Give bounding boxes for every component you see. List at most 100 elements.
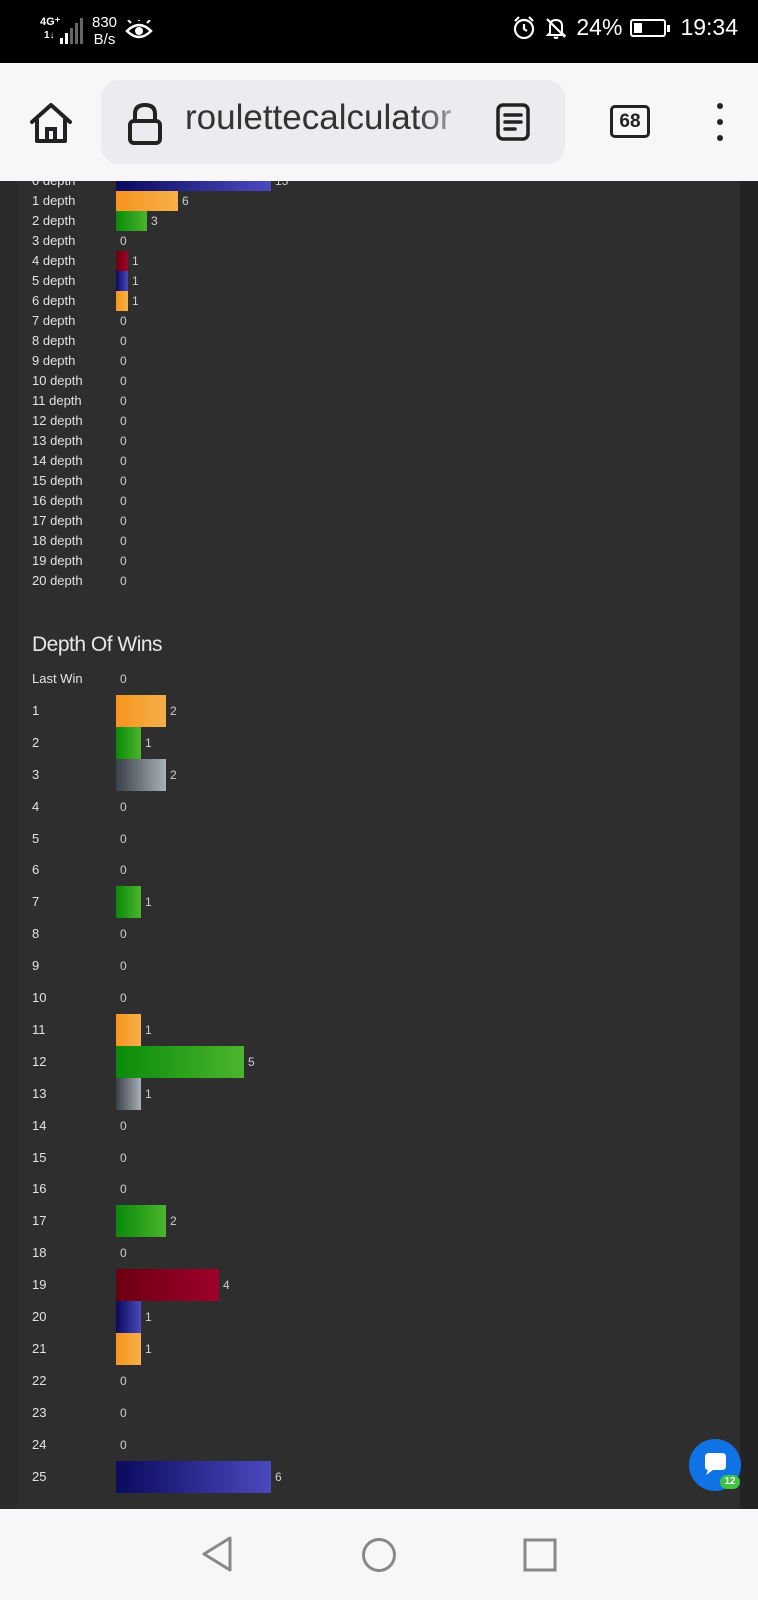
bar-value: 1 xyxy=(145,1086,152,1101)
reader-mode-icon[interactable] xyxy=(495,102,531,142)
bar-value: 0 xyxy=(120,1182,127,1197)
bar-value: 0 xyxy=(120,1118,127,1133)
bar-value: 2 xyxy=(170,1214,177,1229)
bar xyxy=(116,1205,166,1238)
row-label: 19 xyxy=(32,1277,47,1293)
bar xyxy=(116,271,128,291)
tab-switcher-button[interactable]: 68 xyxy=(610,105,650,138)
row-label: 19 depth xyxy=(32,553,83,568)
row-label: 4 xyxy=(32,798,40,814)
row-label: 9 xyxy=(32,958,40,974)
signal-bars-icon xyxy=(60,18,84,44)
row-label: 0 depth xyxy=(32,181,75,191)
row-label: 3 xyxy=(32,766,40,782)
bar xyxy=(116,1269,219,1302)
bar-value: 0 xyxy=(120,334,127,348)
bar xyxy=(116,181,271,191)
row-label: 5 xyxy=(32,830,40,846)
row-label: 8 depth xyxy=(32,333,76,348)
row-label: 7 xyxy=(32,894,40,910)
bar-value: 0 xyxy=(120,831,127,846)
bar-value: 1 xyxy=(145,1310,152,1324)
back-triangle-icon[interactable] xyxy=(200,1535,234,1573)
bar-value: 0 xyxy=(120,394,127,408)
row-label: 10 xyxy=(32,990,47,1005)
row-label: 21 xyxy=(32,1340,47,1356)
bar xyxy=(116,1013,141,1046)
bar-value: 1 xyxy=(145,1341,152,1356)
bar-value: 1 xyxy=(132,254,139,268)
battery-icon xyxy=(630,18,671,37)
bar-value: 0 xyxy=(120,314,127,328)
bar-value: 2 xyxy=(170,767,177,782)
row-label: 12 xyxy=(32,1053,47,1069)
row-label: 14 depth xyxy=(32,453,83,468)
row-label: 16 depth xyxy=(32,493,83,508)
row-label: 11 xyxy=(32,1021,46,1037)
bar-value: 0 xyxy=(120,474,127,488)
bar-value: 0 xyxy=(120,534,127,548)
row-label: 25 xyxy=(32,1468,47,1484)
row-label: Last Win xyxy=(32,671,83,686)
bar xyxy=(116,1045,244,1078)
recents-square-icon[interactable] xyxy=(523,1538,557,1572)
bar xyxy=(116,758,166,791)
row-label: 10 depth xyxy=(32,373,83,388)
depth-of-wins-title: Depth Of Wins xyxy=(32,633,163,656)
row-label: 18 xyxy=(32,1245,47,1261)
bar-value: 0 xyxy=(120,574,127,588)
row-label: 17 depth xyxy=(32,513,83,528)
row-label: 2 depth xyxy=(32,213,76,228)
row-label: 13 xyxy=(32,1085,47,1101)
bar-value: 0 xyxy=(120,927,127,942)
more-menu-icon[interactable] xyxy=(716,103,724,143)
bar xyxy=(116,694,166,727)
row-label: 6 xyxy=(32,862,40,878)
bar-value: 1 xyxy=(132,274,139,288)
row-label: 1 depth xyxy=(32,193,76,208)
notifications-off-icon xyxy=(545,17,567,39)
bar-value: 1 xyxy=(145,735,152,750)
row-label: 18 depth xyxy=(32,533,83,548)
bar xyxy=(116,251,128,271)
home-circle-icon[interactable] xyxy=(361,1537,397,1573)
row-label: 5 depth xyxy=(32,273,76,288)
speed-unit: B/s xyxy=(93,31,116,48)
bar-value: 0 xyxy=(120,799,127,814)
bar-value: 15 xyxy=(275,181,289,188)
browser-toolbar: roulettecalculator 68 xyxy=(0,63,758,181)
row-label: 1 xyxy=(32,702,40,718)
row-label: 2 xyxy=(32,734,40,750)
signal-indicator: 4G⁺ 1↓ xyxy=(40,16,84,46)
alarm-icon xyxy=(514,15,535,39)
bar xyxy=(116,1077,141,1110)
lock-icon[interactable] xyxy=(125,102,165,146)
row-label: 20 depth xyxy=(32,573,83,588)
bar-value: 0 xyxy=(120,1373,127,1388)
row-label: 4 depth xyxy=(32,253,76,268)
bar-value: 0 xyxy=(120,514,127,528)
home-icon[interactable] xyxy=(28,100,74,146)
bar xyxy=(116,211,147,231)
bar xyxy=(116,1460,271,1493)
row-label: 15 xyxy=(32,1149,47,1165)
clock: 19:34 xyxy=(680,14,738,40)
bar-value: 2 xyxy=(170,703,177,718)
row-label: 17 xyxy=(32,1213,47,1229)
bar-value: 0 xyxy=(120,1405,127,1420)
bar-value: 0 xyxy=(120,863,127,878)
bar xyxy=(116,1332,141,1365)
bar-value: 0 xyxy=(120,234,127,248)
bar-value: 4 xyxy=(223,1278,230,1293)
bar-value: 0 xyxy=(120,494,127,508)
row-label: 3 depth xyxy=(32,233,76,248)
row-label: 11 depth xyxy=(32,393,82,408)
address-bar[interactable]: roulettecalculator xyxy=(101,80,565,164)
row-label: 6 depth xyxy=(32,293,76,308)
bar xyxy=(116,191,178,211)
status-bar: 4G⁺ 1↓ 830 B/s xyxy=(0,0,758,63)
row-label: 15 depth xyxy=(32,473,83,488)
bar-value: 1 xyxy=(132,294,139,308)
row-label: 9 depth xyxy=(32,353,76,368)
url-text[interactable]: roulettecalculator xyxy=(185,98,452,137)
